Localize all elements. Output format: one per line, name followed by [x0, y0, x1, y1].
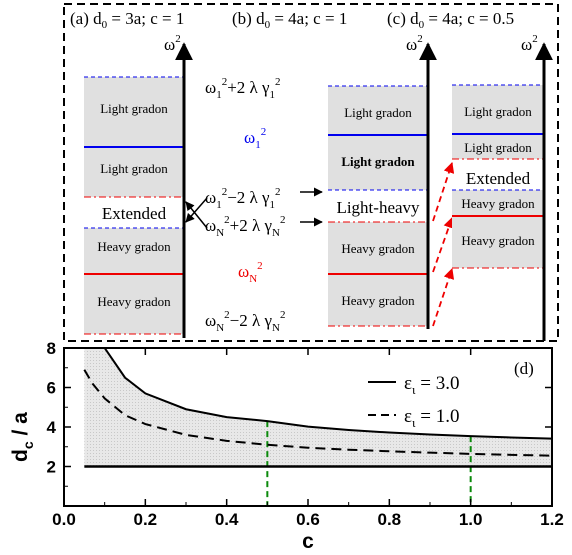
panel-c-bands [452, 84, 544, 269]
x-tick-label-2: 0.4 [215, 510, 239, 529]
omega-axis-c-label: ω2 [521, 33, 538, 54]
band-label-c-4: Heavy gradon [461, 196, 535, 211]
legend-label-1: ει = 3.0 [404, 373, 459, 397]
cross-arrow-1 [185, 197, 208, 223]
y-axis-label: dc / a [9, 412, 36, 462]
x-tick-label-0: 0.0 [52, 510, 76, 529]
omega-axis-b-label: ω2 [406, 33, 423, 54]
x-tick-label-4: 0.8 [378, 510, 402, 529]
panel-c-label: (c) d0 = 4a; c = 0.5 [387, 9, 514, 31]
panel-b-label: (b) d0 = 4a; c = 1 [232, 9, 347, 31]
y-tick-label-3: 8 [47, 339, 56, 358]
band-label-b-1: Light gradon [344, 105, 412, 120]
x-tick-label-6: 1.2 [540, 510, 564, 529]
y-tick-label-2: 6 [47, 379, 56, 398]
red-arrow-2 [432, 267, 455, 327]
band-b-1 [328, 86, 428, 190]
band-label-b-4: Heavy gradon [341, 241, 415, 256]
x-tick-label-1: 0.2 [134, 510, 158, 529]
band-c-1 [452, 85, 544, 159]
panel-a-label: (a) d0 = 3a; c = 1 [70, 9, 184, 31]
formula-omega1-plus: ω12+2 λ γ12 [205, 76, 281, 101]
chart-d: 0.0 0.2 0.4 0.6 0.8 1.0 1.2 2 4 6 8 c dc / a (d) ει = … [9, 339, 564, 553]
band-a-2 [84, 228, 184, 334]
upper-frame [63, 3, 559, 342]
y-tick-label-0: 2 [47, 458, 56, 477]
x-tick-label-3: 0.6 [296, 510, 320, 529]
band-label-c-5: Heavy gradon [461, 233, 535, 248]
red-arrow-3 [432, 161, 455, 222]
band-label-c-1: Light gradon [464, 104, 532, 119]
formula-omega1-minus: ω12−2 λ γ12 [205, 186, 281, 211]
panel-a-bands [84, 76, 184, 335]
band-label-a-2: Light gradon [100, 161, 168, 176]
panel-b-bands [328, 85, 428, 327]
formula-omega1: ω12 [244, 126, 266, 151]
red-arrow-1 [432, 216, 454, 273]
series-line-1 [103, 348, 552, 440]
panel-d-label: (d) [514, 359, 534, 378]
band-label-b-3: Light-heavy [336, 198, 420, 217]
band-label-a-5: Heavy gradon [97, 294, 171, 309]
band-label-a-4: Heavy gradon [97, 239, 171, 254]
band-label-a-3: Extended [102, 204, 167, 223]
band-a-1 [84, 77, 184, 197]
formula-omegaN-minus: ωN2−2 λ γN2 [205, 309, 285, 334]
legend-label-2: ει = 1.0 [404, 406, 459, 430]
shaded-region [84, 348, 552, 467]
omega-axis-a-label: ω2 [164, 33, 181, 54]
formula-omegaN: ωN2 [238, 260, 263, 285]
x-axis-label: c [302, 530, 314, 553]
band-c-2 [452, 190, 544, 268]
band-label-a-1: Light gradon [100, 101, 168, 116]
y-tick-label-1: 4 [47, 418, 57, 437]
x-tick-label-5: 1.0 [459, 510, 483, 529]
band-label-c-2: Light gradon [464, 140, 532, 155]
band-label-b-5: Heavy gradon [341, 293, 415, 308]
cross-arrow-2 [185, 201, 208, 229]
band-label-b-2: Light gradon [341, 154, 415, 169]
formula-omegaN-plus: ωN2+2 λ γN2 [205, 214, 285, 239]
band-label-c-3: Extended [466, 169, 531, 188]
